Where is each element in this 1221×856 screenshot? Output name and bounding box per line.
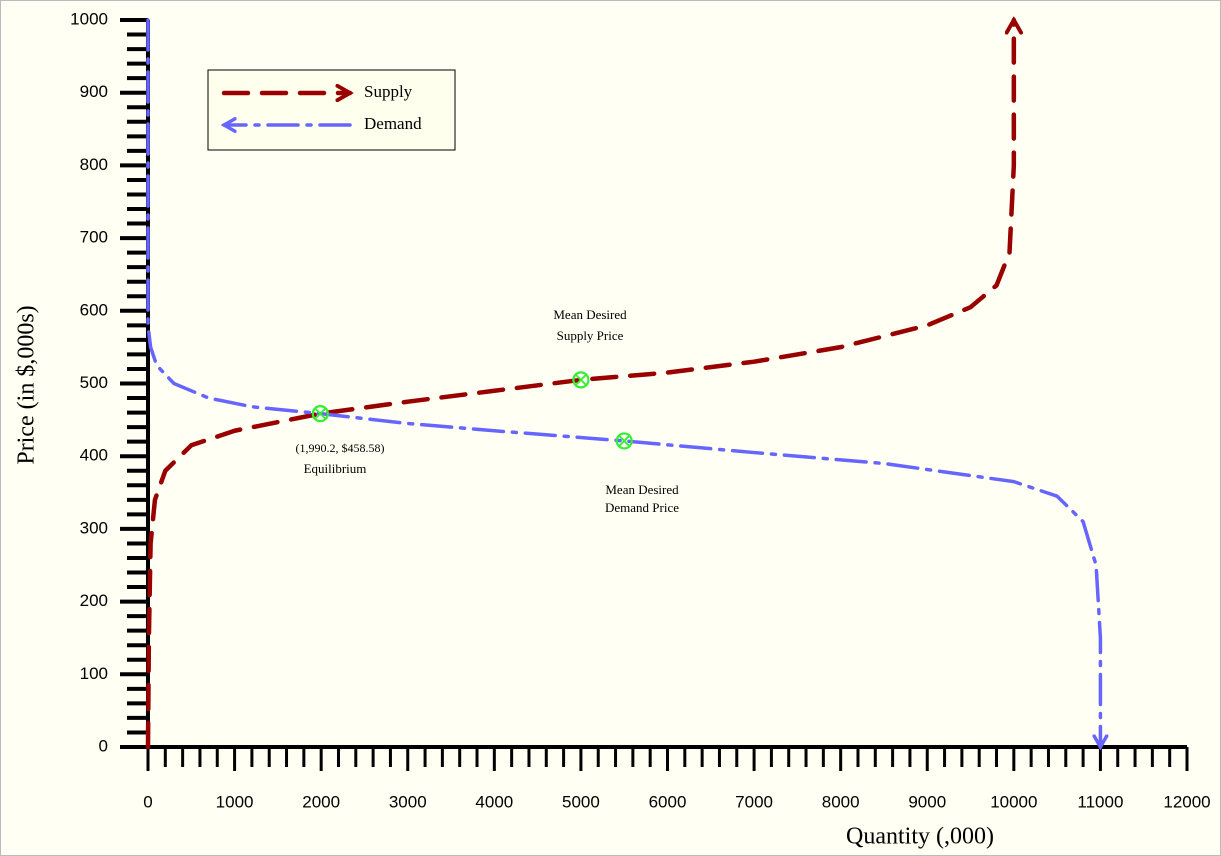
point-ring xyxy=(615,432,633,450)
y-tick-label: 800 xyxy=(80,155,108,174)
point-ring xyxy=(311,405,329,423)
y-tick-label: 200 xyxy=(80,591,108,610)
highlight-point xyxy=(311,405,329,423)
y-tick-label: 400 xyxy=(80,446,108,465)
x-tick-label: 7000 xyxy=(735,792,773,811)
y-tick-label: 1000 xyxy=(70,9,108,28)
point-cross xyxy=(618,435,630,447)
x-tick-label: 11000 xyxy=(1077,792,1123,811)
y-tick-label: 0 xyxy=(99,736,108,755)
legend-label: Supply xyxy=(364,82,413,101)
x-tick-label: 9000 xyxy=(908,792,946,811)
y-tick-label: 600 xyxy=(80,300,108,319)
x-tick-label: 5000 xyxy=(562,792,600,811)
legend-label: Demand xyxy=(364,114,422,133)
y-tick-label: 700 xyxy=(80,228,108,247)
y-tick-label: 300 xyxy=(80,518,108,537)
series-line xyxy=(145,20,1014,750)
x-tick-label: 2000 xyxy=(302,792,340,811)
highlight-point xyxy=(615,432,633,450)
y-tick-label: 900 xyxy=(80,82,108,101)
y-tick-label: 500 xyxy=(80,373,108,392)
annotation: (1,990.2, $458.58) xyxy=(296,441,385,455)
annotation: Demand Price xyxy=(605,500,679,515)
annotation: Mean Desired xyxy=(605,482,679,497)
highlight-point xyxy=(572,371,590,389)
x-tick-label: 6000 xyxy=(649,792,687,811)
annotation: Equilibrium xyxy=(304,461,367,476)
x-axis-title: Quantity (,000) xyxy=(846,824,994,850)
y-tick-label: 100 xyxy=(80,664,108,683)
x-tick-label: 4000 xyxy=(475,792,513,811)
x-tick-label: 3000 xyxy=(389,792,427,811)
point-cross xyxy=(314,407,326,420)
annotation: Supply Price xyxy=(557,328,624,343)
legend-box xyxy=(207,69,456,151)
point-cross xyxy=(575,374,587,386)
x-tick-label: 1000 xyxy=(216,792,254,811)
x-tick-label: 8000 xyxy=(822,792,860,811)
annotation: Mean Desired xyxy=(553,307,627,322)
x-tick-label: 10000 xyxy=(990,792,1037,811)
x-tick-label: 0 xyxy=(143,792,152,811)
y-axis-title: Price (in $,000s) xyxy=(14,305,40,464)
series-line xyxy=(146,18,1100,747)
x-tick-label: 12000 xyxy=(1163,792,1210,811)
point-ring xyxy=(572,371,590,389)
